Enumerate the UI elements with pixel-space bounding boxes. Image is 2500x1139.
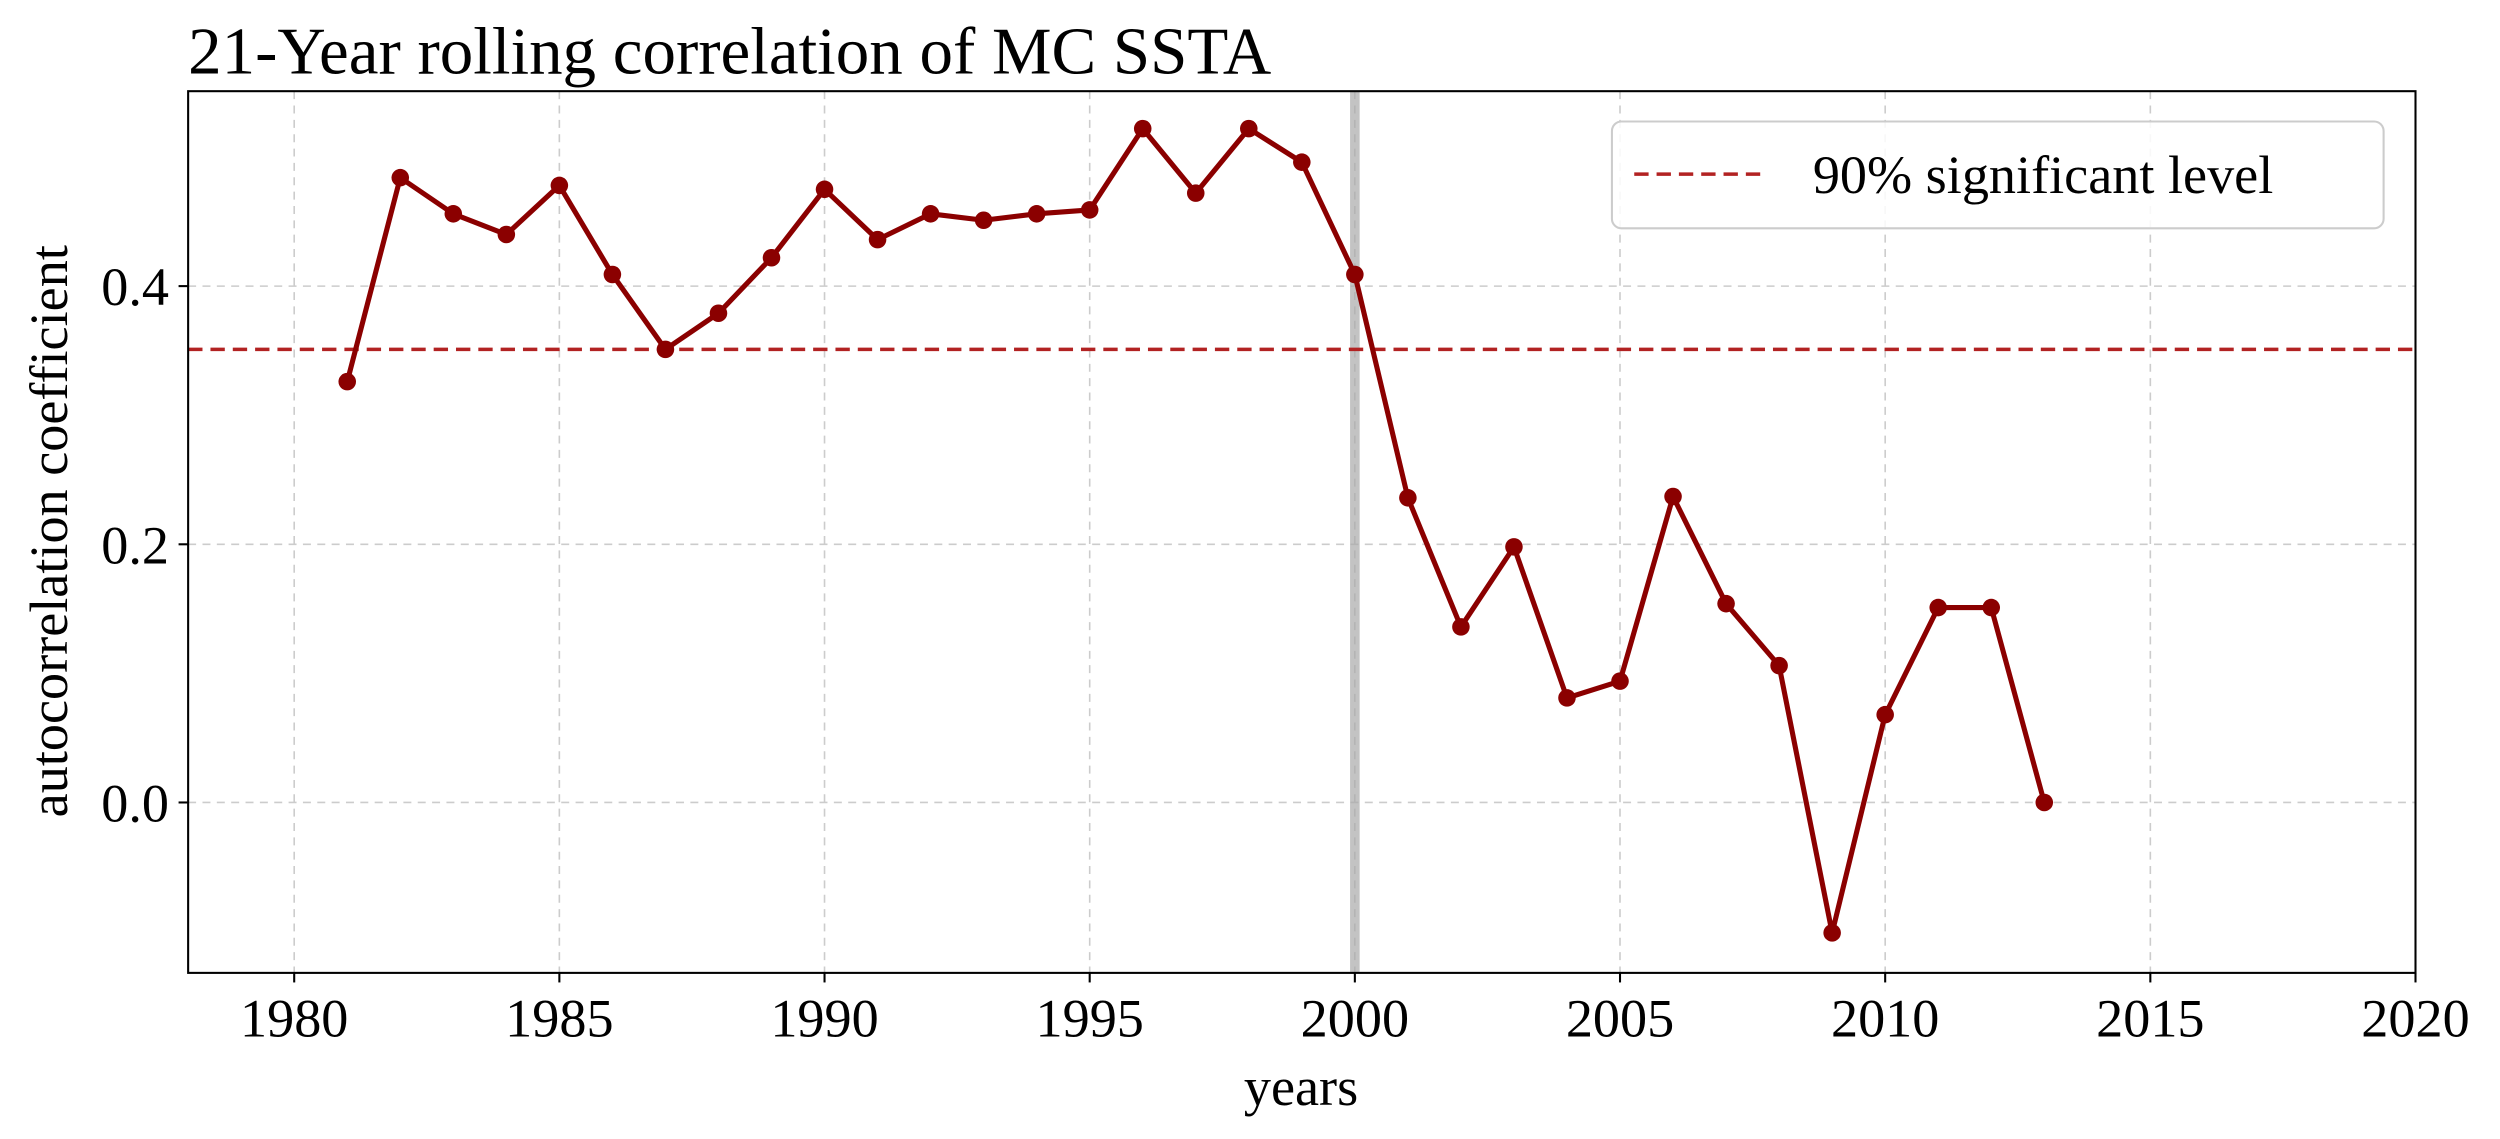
x-tick-label: 2015 bbox=[2096, 989, 2204, 1049]
x-tick-label: 1995 bbox=[1036, 989, 1144, 1049]
y-tick-label: 0.2 bbox=[101, 515, 169, 575]
data-point-2009 bbox=[1823, 924, 1841, 942]
data-point-1992 bbox=[921, 205, 940, 223]
x-axis-label: years bbox=[1244, 1057, 1358, 1117]
data-point-1998 bbox=[1240, 119, 1258, 138]
data-point-2000 bbox=[1346, 265, 1364, 284]
plot-frame bbox=[187, 90, 2417, 974]
vertical-marker-2000 bbox=[1350, 91, 1360, 973]
data-point-1986 bbox=[603, 265, 622, 284]
data-point-1990 bbox=[815, 180, 834, 199]
marks bbox=[188, 91, 2416, 973]
y-tick-label: 0.4 bbox=[101, 257, 169, 317]
x-tick-label: 1985 bbox=[505, 989, 613, 1049]
x-tick-label: 2005 bbox=[1566, 989, 1674, 1049]
data-point-1989 bbox=[762, 248, 781, 267]
data-point-2006 bbox=[1664, 487, 1682, 506]
data-point-2007 bbox=[1717, 594, 1735, 613]
data-point-2001 bbox=[1399, 489, 1417, 507]
data-point-1993 bbox=[974, 211, 993, 230]
data-point-1982 bbox=[391, 168, 410, 187]
data-point-1997 bbox=[1186, 184, 1205, 202]
x-tick-label: 1980 bbox=[240, 989, 348, 1049]
data-point-2004 bbox=[1558, 689, 1576, 707]
data-point-1996 bbox=[1133, 119, 1152, 138]
x-tick-label: 2020 bbox=[2361, 989, 2469, 1049]
data-point-2003 bbox=[1505, 538, 1523, 556]
chart-title: 21-Year rolling correlation of MC SSTA bbox=[188, 15, 1271, 89]
data-point-2005 bbox=[1611, 672, 1629, 690]
x-tick-label: 1990 bbox=[770, 989, 878, 1049]
data-point-1981 bbox=[338, 372, 357, 391]
data-point-1987 bbox=[656, 340, 675, 359]
y-tick-label: 0.0 bbox=[101, 774, 169, 834]
data-point-1983 bbox=[444, 205, 463, 223]
data-point-1999 bbox=[1293, 153, 1311, 171]
data-point-1988 bbox=[709, 304, 728, 322]
data-point-1995 bbox=[1080, 201, 1099, 219]
data-point-2012 bbox=[1982, 598, 2001, 617]
data-point-2010 bbox=[1876, 705, 1894, 724]
data-point-1985 bbox=[550, 176, 569, 195]
data-point-2011 bbox=[1929, 598, 1947, 617]
y-axis-label: autocorrelation coefficient bbox=[19, 245, 79, 817]
series-line bbox=[344, 126, 2047, 936]
data-point-2013 bbox=[2035, 793, 2054, 812]
data-point-2008 bbox=[1770, 656, 1788, 675]
x-tick-label: 2000 bbox=[1301, 989, 1409, 1049]
data-point-1994 bbox=[1027, 205, 1046, 223]
ticks: 1980 1985 1990 1995 2000 2005 2010 2015 2020 0.0 0… bbox=[101, 257, 2469, 1048]
data-point-1991 bbox=[868, 230, 887, 249]
legend-threshold-label: 90% significant level bbox=[1813, 145, 2273, 205]
x-tick-label: 2010 bbox=[1831, 989, 1939, 1049]
legend: 90% significant level bbox=[1610, 120, 2385, 230]
legend-box bbox=[1610, 120, 2385, 230]
data-point-1984 bbox=[497, 225, 516, 244]
data-point-2002 bbox=[1452, 618, 1470, 636]
